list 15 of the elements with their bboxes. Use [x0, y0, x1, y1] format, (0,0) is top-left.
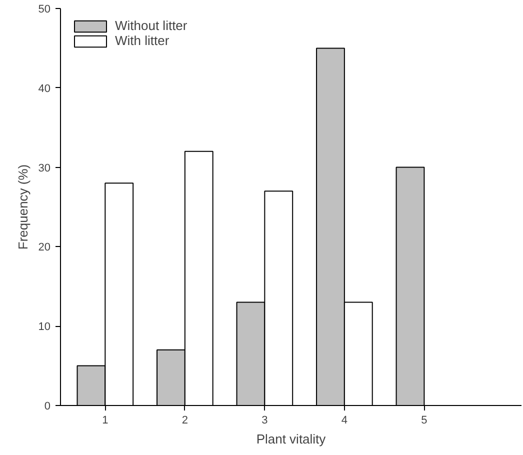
y-tick-label: 30	[38, 162, 51, 174]
y-tick-label: 20	[38, 242, 51, 254]
y-tick-label: 10	[38, 321, 51, 334]
y-tick-label: 50	[38, 4, 51, 16]
y-tick-label: 40	[38, 82, 51, 95]
x-tick-label: 3	[262, 414, 268, 426]
x-tick-label: 5	[421, 414, 428, 426]
legend-label: With litter	[115, 33, 170, 48]
x-tick-label: 2	[182, 414, 188, 426]
x-tick-label: 4	[341, 414, 348, 426]
x-axis-title: Plant vitality	[256, 432, 326, 446]
y-tick-label: 0	[44, 400, 51, 412]
legend-label: Without litter	[115, 18, 188, 33]
x-tick-label: 1	[102, 414, 108, 426]
y-axis-title: Frequency (%)	[15, 164, 30, 250]
